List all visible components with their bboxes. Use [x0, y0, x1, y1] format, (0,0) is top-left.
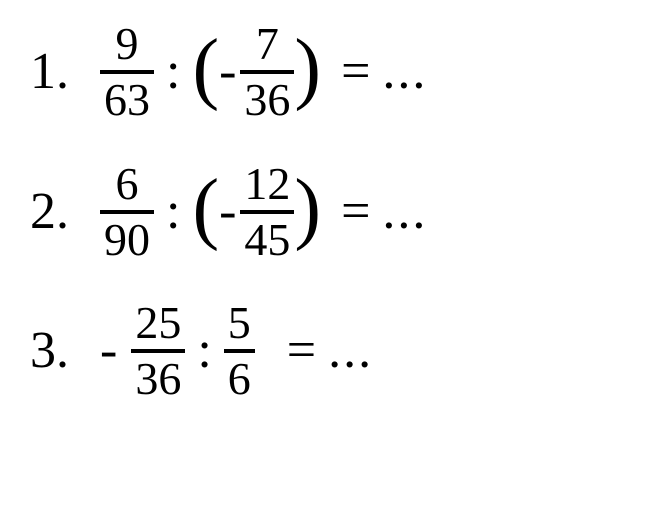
colon-operator: :: [197, 325, 211, 377]
paren-group: ( - 12 45 ): [192, 160, 321, 265]
expression: - 25 36 : 5 6 = ...: [100, 299, 373, 404]
denominator: 45: [240, 210, 294, 264]
fraction-1: 25 36: [131, 299, 185, 404]
problem-number: 2.: [30, 186, 100, 238]
denominator: 90: [100, 210, 154, 264]
problem-row-3: 3. - 25 36 : 5 6 = ...: [30, 299, 625, 404]
colon-operator: :: [166, 186, 180, 238]
numerator: 7: [252, 20, 283, 70]
denominator: 6: [224, 349, 255, 403]
negative-sign: -: [219, 46, 236, 98]
answer-dots: ...: [382, 46, 427, 98]
answer-dots: ...: [328, 325, 373, 377]
right-paren: ): [294, 180, 321, 236]
fraction-2: 7 36: [240, 20, 294, 125]
problem-row-1: 1. 9 63 : ( - 7 36 ) = ...: [30, 20, 625, 125]
numerator: 6: [112, 160, 143, 210]
paren-group: ( - 7 36 ): [192, 20, 321, 125]
denominator: 63: [100, 70, 154, 124]
fraction-1: 9 63: [100, 20, 154, 125]
problem-row-2: 2. 6 90 : ( - 12 45 ) = ...: [30, 160, 625, 265]
denominator: 36: [131, 349, 185, 403]
expression: 9 63 : ( - 7 36 ) = ...: [100, 20, 427, 125]
answer-dots: ...: [382, 186, 427, 238]
left-paren: (: [192, 40, 219, 96]
equals-sign: =: [341, 46, 370, 98]
numerator: 9: [112, 20, 143, 70]
leading-negative-sign: -: [100, 325, 117, 377]
numerator: 5: [224, 299, 255, 349]
numerator: 12: [240, 160, 294, 210]
negative-sign: -: [219, 186, 236, 238]
fraction-1: 6 90: [100, 160, 154, 265]
numerator: 25: [131, 299, 185, 349]
equals-sign: =: [341, 186, 370, 238]
problem-number: 3.: [30, 325, 100, 377]
colon-operator: :: [166, 46, 180, 98]
right-paren: ): [294, 40, 321, 96]
equals-sign: =: [287, 325, 316, 377]
expression: 6 90 : ( - 12 45 ) = ...: [100, 160, 427, 265]
fraction-2: 12 45: [240, 160, 294, 265]
left-paren: (: [192, 180, 219, 236]
fraction-2: 5 6: [224, 299, 255, 404]
denominator: 36: [240, 70, 294, 124]
problem-number: 1.: [30, 46, 100, 98]
